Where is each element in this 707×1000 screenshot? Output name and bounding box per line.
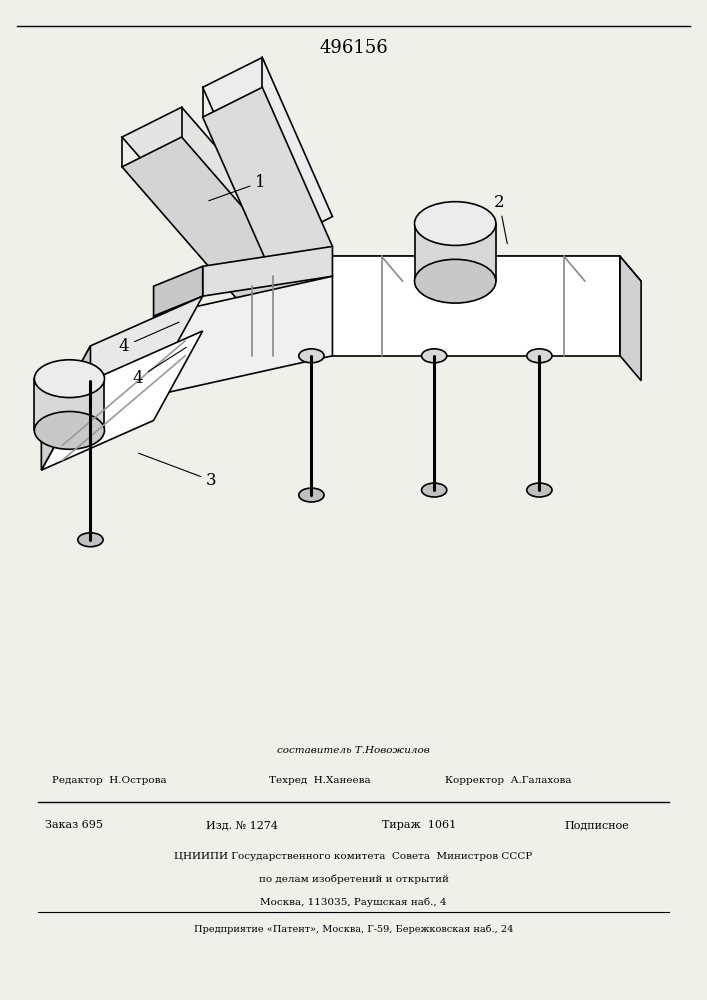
Polygon shape [41, 346, 90, 470]
Polygon shape [203, 246, 332, 296]
Ellipse shape [299, 349, 324, 363]
Text: Подписное: Подписное [564, 820, 629, 830]
Ellipse shape [421, 483, 447, 497]
Text: 1: 1 [209, 174, 266, 201]
Text: 4: 4 [119, 322, 179, 355]
Polygon shape [122, 137, 311, 316]
Polygon shape [122, 107, 311, 286]
Text: 496156: 496156 [319, 39, 388, 57]
Text: Тираж  1061: Тираж 1061 [382, 820, 456, 830]
Text: Техред  Н.Ханеева: Техред Н.Ханеева [269, 776, 371, 785]
Ellipse shape [78, 374, 103, 388]
Polygon shape [311, 256, 620, 356]
Ellipse shape [299, 488, 324, 502]
Ellipse shape [527, 349, 552, 363]
Text: по делам изобретений и открытий: по делам изобретений и открытий [259, 874, 448, 884]
Polygon shape [41, 331, 203, 470]
Polygon shape [153, 266, 203, 316]
Ellipse shape [414, 202, 496, 245]
Ellipse shape [414, 259, 496, 303]
Polygon shape [35, 379, 105, 430]
Polygon shape [311, 256, 641, 281]
Polygon shape [153, 276, 332, 396]
Ellipse shape [421, 349, 447, 363]
Text: ЦНИИПИ Государственного комитета  Совета  Министров СССР: ЦНИИПИ Государственного комитета Совета … [175, 852, 532, 861]
Polygon shape [41, 296, 203, 435]
Text: составитель Т.Новожилов: составитель Т.Новожилов [277, 746, 430, 755]
Polygon shape [203, 87, 332, 276]
Text: Москва, 113035, Раушская наб., 4: Москва, 113035, Раушская наб., 4 [260, 897, 447, 907]
Polygon shape [414, 224, 496, 281]
Ellipse shape [35, 360, 105, 398]
Text: Изд. № 1274: Изд. № 1274 [206, 820, 278, 830]
Ellipse shape [35, 411, 105, 449]
Text: Корректор  А.Галахова: Корректор А.Галахова [445, 776, 571, 785]
Ellipse shape [78, 533, 103, 547]
Ellipse shape [527, 483, 552, 497]
Polygon shape [620, 256, 641, 381]
Text: Заказ 695: Заказ 695 [45, 820, 103, 830]
Text: Редактор  Н.Острова: Редактор Н.Острова [52, 776, 167, 785]
Polygon shape [203, 57, 332, 246]
Text: 2: 2 [493, 194, 508, 244]
Text: 4: 4 [132, 347, 187, 387]
Text: 3: 3 [139, 453, 217, 489]
Text: Предприятие «Патент», Москва, Г-59, Бережковская наб., 24: Предприятие «Патент», Москва, Г-59, Бере… [194, 925, 513, 934]
